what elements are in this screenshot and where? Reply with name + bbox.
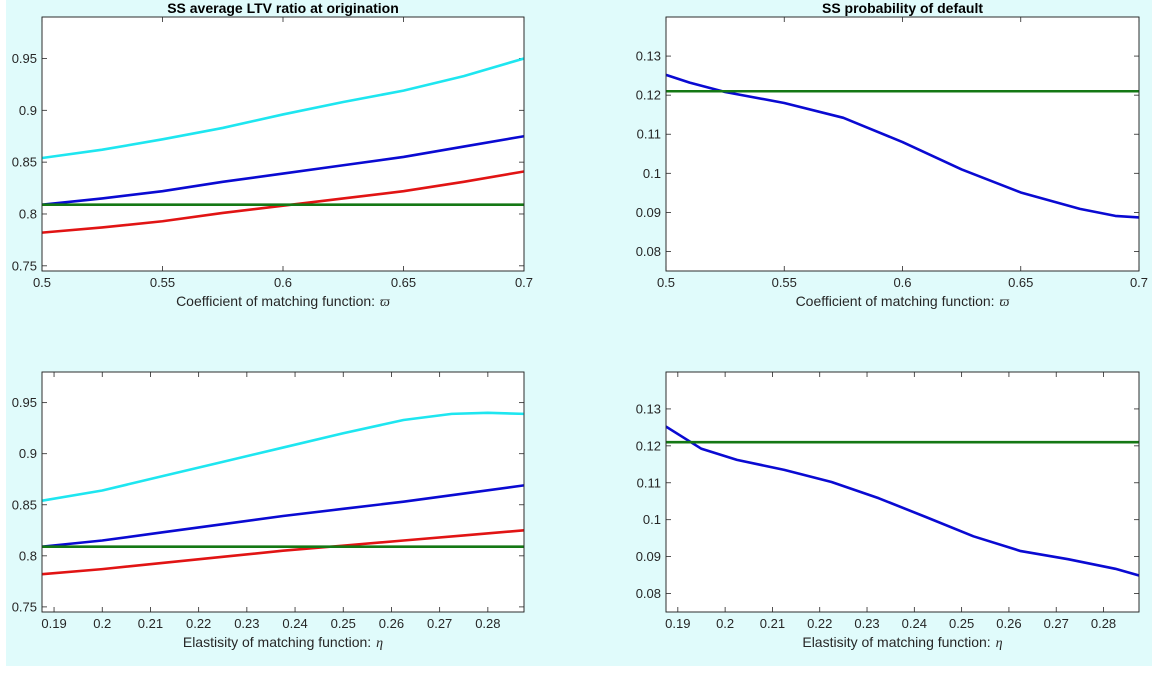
x-tick-label: 0.7: [515, 275, 533, 290]
axes-frame: [41, 371, 525, 613]
x-tick-label: 0.21: [138, 616, 163, 631]
x-axis-label-text: Coefficient of matching function:: [176, 293, 375, 309]
x-tick-label: 0.28: [475, 616, 500, 631]
series-line-3: [42, 528, 524, 576]
y-tick-label: 0.12: [636, 438, 661, 453]
x-tick-label: 0.24: [902, 616, 927, 631]
y-tick-label: 0.85: [12, 497, 37, 512]
x-tick-label: 0.26: [379, 616, 404, 631]
y-tick-label: 0.13: [636, 401, 661, 416]
x-tick-label: 0.28: [1091, 616, 1116, 631]
axes-frame: [665, 16, 1140, 272]
y-tick-label: 0.8: [19, 548, 37, 563]
y-tick-label: 0.75: [12, 258, 37, 273]
series-line-1: [42, 411, 524, 502]
series-line-2: [42, 134, 524, 206]
x-tick-label: 0.2: [716, 616, 734, 631]
x-tick-label: 0.22: [186, 616, 211, 631]
x-tick-label: 0.5: [657, 275, 675, 290]
x-tick-label: 0.55: [772, 275, 797, 290]
x-tick-label: 0.2: [93, 616, 111, 631]
x-tick-label: 0.25: [949, 616, 974, 631]
x-axis-label-text: Elastisity of matching function:: [183, 634, 371, 650]
x-axis-label: Elastisity of matching function: η: [802, 634, 1002, 651]
y-tick-label: 0.13: [636, 49, 661, 64]
x-axis-label-symbol: η: [376, 636, 383, 651]
y-tick-label: 0.8: [19, 206, 37, 221]
plot-area: [665, 16, 1140, 272]
series-line-2: [42, 484, 524, 548]
x-tick-label: 0.7: [1130, 275, 1148, 290]
y-tick-label: 0.95: [12, 51, 37, 66]
y-tick-label: 0.75: [12, 599, 37, 614]
chart-panel-3: 0.19 0.2 0.21 0.22 0.23 0.24 0.25 0.26 0.27 0.28 0…: [12, 371, 525, 651]
series-line-1: [666, 73, 1139, 219]
y-tick-label: 0.09: [636, 205, 661, 220]
x-axis-label-symbol: ϖ: [380, 295, 390, 310]
plot-area: [665, 371, 1140, 613]
chart-panel-1: 0.5 0.55 0.6 0.65 0.7 0.75 0.8 0.85 0.9 0.95 SS av…: [12, 0, 533, 310]
figure-background: 0.5 0.55 0.6 0.65 0.7 0.75 0.8 0.85 0.9 0.95 SS av…: [6, 0, 1152, 666]
y-tick-label: 0.1: [643, 166, 661, 181]
x-tick-label: 0.19: [41, 616, 66, 631]
y-tick-label: 0.9: [19, 446, 37, 461]
x-tick-label: 0.27: [427, 616, 452, 631]
x-tick-label: 0.26: [996, 616, 1021, 631]
x-tick-label: 0.21: [760, 616, 785, 631]
plot-area: [41, 371, 525, 613]
x-tick-label: 0.25: [331, 616, 356, 631]
y-tick-label: 0.11: [637, 475, 661, 490]
figure-canvas: 0.5 0.55 0.6 0.65 0.7 0.75 0.8 0.85 0.9 0.95 SS av…: [12, 0, 1148, 651]
series-line-1: [666, 425, 1139, 577]
x-tick-label: 0.65: [391, 275, 416, 290]
chart-panel-2: 0.5 0.55 0.6 0.65 0.7 0.08 0.09 0.1 0.11 0.12 0.13…: [636, 0, 1148, 310]
x-tick-label: 0.27: [1044, 616, 1069, 631]
x-axis-label-symbol: ϖ: [1000, 295, 1010, 310]
y-tick-label: 0.95: [12, 395, 37, 410]
y-tick-label: 0.08: [636, 586, 661, 601]
x-tick-label: 0.6: [274, 275, 292, 290]
y-tick-label: 0.9: [19, 103, 37, 118]
plot-area: [41, 16, 525, 272]
series-line-1: [42, 57, 524, 160]
y-tick-label: 0.1: [643, 512, 661, 527]
chart-panel-4: 0.19 0.2 0.21 0.22 0.23 0.24 0.25 0.26 0.27 0.28 0…: [636, 371, 1140, 651]
axes-frame: [665, 371, 1140, 613]
y-tick-label: 0.08: [636, 244, 661, 259]
y-tick-label: 0.12: [636, 88, 661, 103]
x-tick-label: 0.24: [282, 616, 307, 631]
x-tick-label: 0.55: [150, 275, 175, 290]
y-tick-label: 0.11: [637, 127, 661, 142]
x-tick-label: 0.65: [1008, 275, 1033, 290]
x-axis-label: Coefficient of matching function: ϖ: [796, 293, 1010, 310]
x-axis-label-text: Elastisity of matching function:: [802, 634, 990, 650]
x-axis-label: Elastisity of matching function: η: [183, 634, 383, 651]
x-tick-label: 0.23: [234, 616, 259, 631]
axes-frame: [41, 16, 525, 272]
x-axis-label-symbol: η: [996, 636, 1003, 651]
x-tick-label: 0.23: [854, 616, 879, 631]
chart-title: SS average LTV ratio at origination: [167, 0, 399, 16]
y-tick-label: 0.85: [12, 155, 37, 170]
x-tick-label: 0.22: [807, 616, 832, 631]
x-tick-label: 0.6: [893, 275, 911, 290]
x-axis-label-text: Coefficient of matching function:: [796, 293, 995, 309]
y-tick-label: 0.09: [636, 549, 661, 564]
chart-title: SS probability of default: [822, 0, 983, 16]
x-axis-label: Coefficient of matching function: ϖ: [176, 293, 390, 310]
x-tick-label: 0.5: [33, 275, 51, 290]
x-tick-label: 0.19: [665, 616, 690, 631]
